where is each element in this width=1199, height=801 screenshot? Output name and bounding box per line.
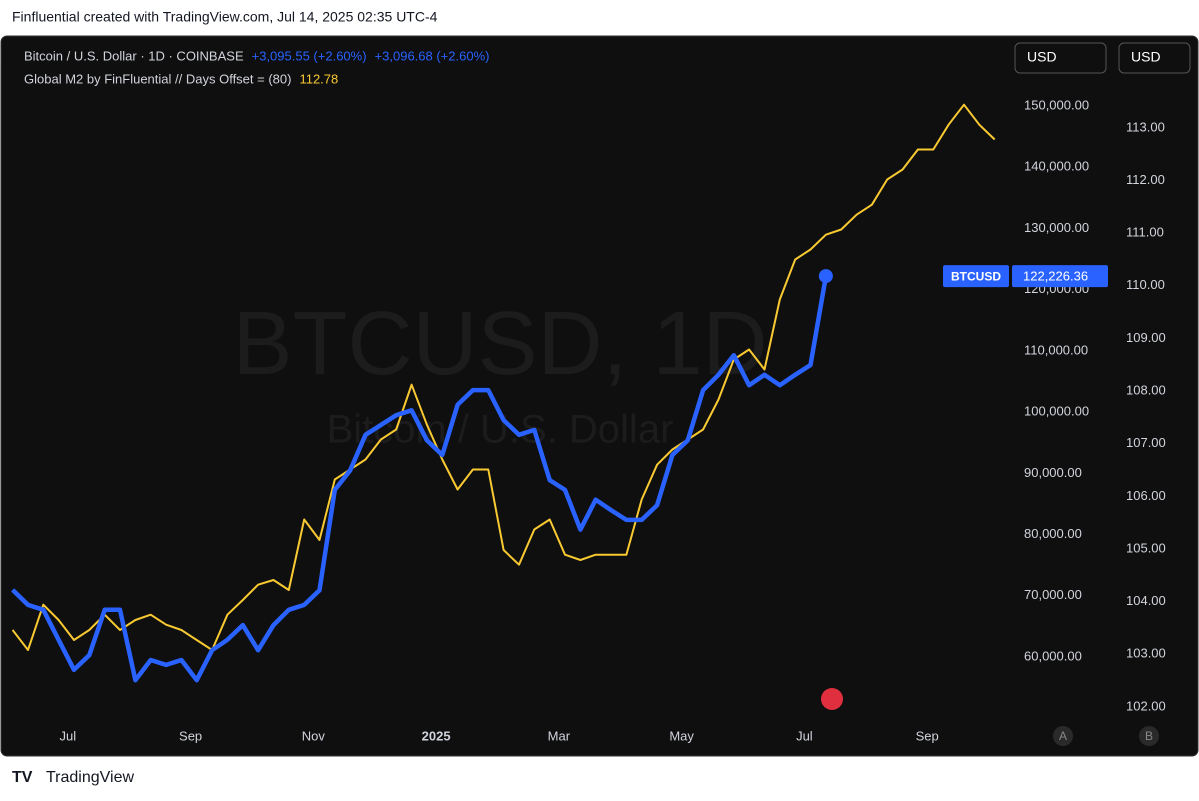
scale-button[interactable] <box>1053 726 1073 746</box>
legend-name: Bitcoin / U.S. Dollar · 1D · COINBASE <box>24 48 244 63</box>
y2-tick-label: 111.00 <box>1126 225 1164 240</box>
x-tick-label: Sep <box>916 728 939 743</box>
y2-tick-label: 112.00 <box>1126 172 1165 187</box>
scale-button[interactable] <box>1139 726 1159 746</box>
footer: TradingView <box>46 769 134 786</box>
y-tick-label: 100,000.00 <box>1024 404 1089 419</box>
y-tick-label: 150,000.00 <box>1024 98 1089 113</box>
x-tick-label: Nov <box>302 728 326 743</box>
y2-tick-label: 107.00 <box>1126 435 1166 450</box>
last-point <box>818 269 833 284</box>
y2-tick-label: 106.00 <box>1126 488 1166 503</box>
y2-tick-label: 110.00 <box>1126 277 1165 292</box>
event-icon[interactable] <box>821 688 843 710</box>
currency-button-label[interactable]: USD <box>1027 49 1057 65</box>
x-tick-label: Mar <box>548 728 571 743</box>
scale-button-label[interactable]: B <box>1145 729 1153 743</box>
logo-icon: TV <box>12 769 33 786</box>
y-tick-label: 60,000.00 <box>1024 648 1082 663</box>
header: Finfluential created with TradingView.co… <box>12 9 438 25</box>
y2-tick-label: 102.00 <box>1126 698 1166 713</box>
y2-tick-label: 105.00 <box>1126 540 1166 555</box>
y2-tick-label: 109.00 <box>1126 330 1166 345</box>
y2-tick-label: 103.00 <box>1126 646 1166 661</box>
legend-change: +3,095.55 (+2.60%) <box>252 48 367 63</box>
x-tick-label: 2025 <box>422 728 451 743</box>
currency-button[interactable] <box>1118 42 1191 74</box>
legend-btc: Bitcoin / U.S. Dollar · 1D · COINBASE <box>24 48 244 63</box>
price-tag-label: 122,226.36 <box>1023 269 1088 284</box>
currency-button-label[interactable]: USD <box>1131 49 1161 65</box>
legend-value: 112.78 <box>299 71 338 86</box>
price-tag-symbol: BTCUSD <box>951 269 1001 283</box>
currency-button[interactable] <box>1014 42 1107 74</box>
y-tick-label: 80,000.00 <box>1024 526 1082 541</box>
y-tick-label: 140,000.00 <box>1024 159 1089 174</box>
y2-tick-label: 104.00 <box>1126 593 1166 608</box>
chart-panel <box>0 35 1199 757</box>
y-tick-label: 130,000.00 <box>1024 220 1089 235</box>
y-tick-label: 110,000.00 <box>1024 342 1088 357</box>
series-line <box>11 103 996 651</box>
y2-tick-label: 113.00 <box>1126 119 1165 134</box>
x-tick-label: Jul <box>796 728 813 743</box>
series-line <box>11 275 829 683</box>
price-tag <box>1012 265 1108 288</box>
x-tick-label: Jul <box>60 728 77 743</box>
price-tag-symbol-bg <box>943 265 1009 288</box>
y2-tick-label: 108.00 <box>1126 382 1166 397</box>
legend-name: Global M2 by FinFluential // Days Offset… <box>24 71 291 86</box>
y-tick-label: 70,000.00 <box>1024 587 1082 602</box>
watermark: BTCUSD, 1D <box>232 294 767 394</box>
scale-button-label[interactable]: A <box>1059 729 1067 743</box>
y-tick-label: 90,000.00 <box>1024 465 1082 480</box>
x-tick-label: May <box>669 728 694 743</box>
legend-change: +3,096.68 (+2.60%) <box>375 48 490 63</box>
x-tick-label: Sep <box>179 728 202 743</box>
